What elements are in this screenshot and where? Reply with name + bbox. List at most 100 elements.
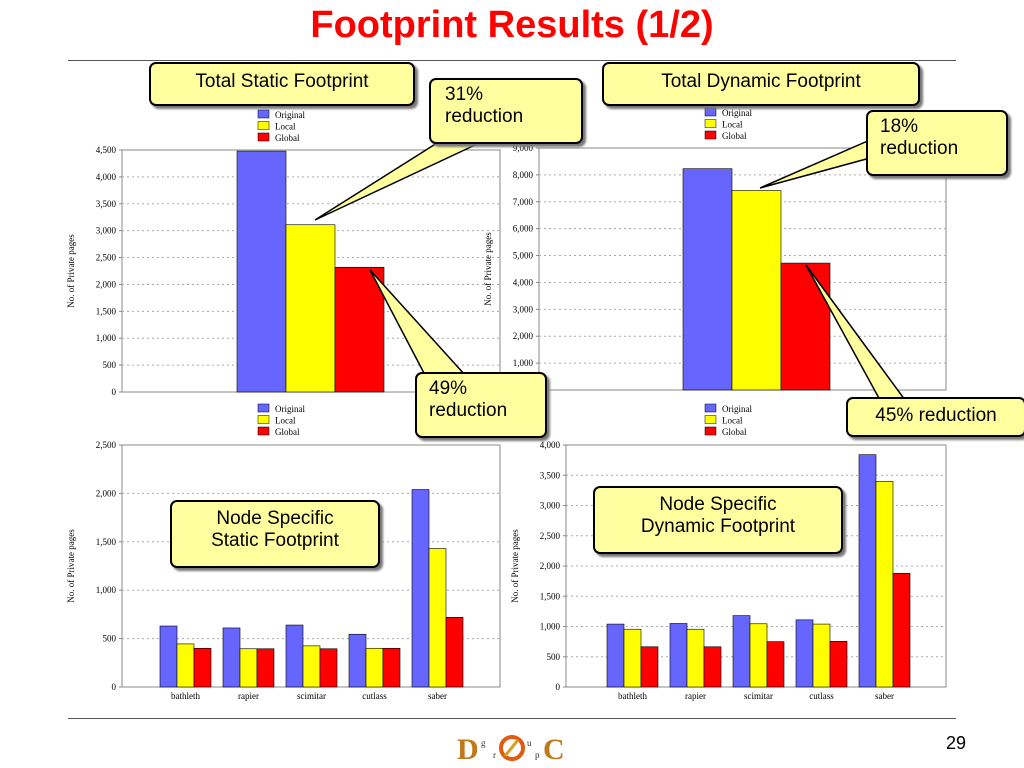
bar-global-bathleth bbox=[193, 647, 212, 688]
bar-original bbox=[682, 168, 733, 391]
bar-original bbox=[236, 150, 287, 393]
y-tick-label: 1,000 bbox=[96, 333, 117, 343]
logo-p: p bbox=[535, 750, 540, 760]
legend-swatch-local bbox=[257, 121, 270, 130]
legend-label-local: Local bbox=[722, 120, 743, 130]
y-tick-label: 2,000 bbox=[96, 488, 117, 498]
bar-local-bathleth bbox=[623, 628, 642, 688]
bar-local-cutlass bbox=[365, 647, 384, 688]
leader-18 bbox=[759, 138, 871, 189]
y-tick-label: 0 bbox=[112, 387, 117, 397]
callout-18-line1: 18% bbox=[880, 116, 919, 137]
bar-local-rapier bbox=[686, 628, 705, 688]
bar-original-cutlass bbox=[795, 619, 814, 688]
logo-r: r bbox=[493, 750, 496, 760]
y-tick-label: 2,000 bbox=[513, 331, 534, 341]
bar-original-bathleth bbox=[606, 623, 625, 688]
top-rule bbox=[68, 60, 956, 61]
callout-49-reduction: 49% reduction bbox=[415, 372, 547, 438]
bar-local-scimitar bbox=[302, 645, 321, 688]
bar-local-cutlass bbox=[812, 623, 831, 688]
page-number: 29 bbox=[945, 733, 966, 753]
legend-label-global: Global bbox=[275, 427, 300, 437]
legend-swatch-local bbox=[257, 415, 270, 424]
callout-dynamic-title-text: Total Dynamic Footprint bbox=[661, 71, 861, 92]
bottom-rule bbox=[68, 718, 956, 719]
bar-global-saber bbox=[445, 617, 464, 688]
logo-u: u bbox=[527, 738, 532, 748]
legend-label-original: Original bbox=[722, 108, 752, 118]
bar-global-bathleth bbox=[640, 646, 659, 688]
y-tick-label: 500 bbox=[103, 634, 117, 644]
callout-dynamic-title: Total Dynamic Footprint bbox=[602, 62, 920, 106]
slide-title: Footprint Results (1/2) bbox=[310, 4, 714, 46]
y-tick-label: 7,000 bbox=[513, 197, 534, 207]
legend-swatch-original bbox=[704, 403, 717, 413]
callout-18-line2: reduction bbox=[880, 138, 959, 159]
legend-swatch-original bbox=[704, 107, 717, 117]
legend-swatch-global bbox=[704, 426, 717, 436]
y-axis-label: No. of Private pages bbox=[510, 529, 520, 603]
callout-node-static-line1: Node Specific bbox=[216, 508, 334, 529]
bar-local bbox=[285, 224, 336, 393]
x-tick-label: bathleth bbox=[171, 691, 200, 701]
callout-49-line2: reduction bbox=[429, 400, 508, 421]
y-tick-label: 2,000 bbox=[96, 279, 117, 289]
y-tick-label: 1,500 bbox=[96, 537, 117, 547]
y-tick-label: 4,500 bbox=[96, 145, 117, 155]
y-axis-label: No. of Private pages bbox=[483, 232, 493, 306]
logo-g: g bbox=[481, 738, 486, 748]
y-tick-label: 1,000 bbox=[96, 585, 117, 595]
x-tick-label: saber bbox=[428, 691, 447, 701]
x-tick-label: saber bbox=[875, 691, 894, 701]
legend-label-local: Local bbox=[275, 122, 296, 132]
bar-global-cutlass bbox=[382, 647, 401, 688]
legend-label-global: Global bbox=[722, 131, 747, 141]
x-tick-label: rapier bbox=[238, 691, 259, 701]
y-tick-label: 2,500 bbox=[96, 440, 117, 450]
bar-original-rapier bbox=[669, 623, 688, 688]
bar-local-bathleth bbox=[176, 643, 195, 688]
legend-label-global: Global bbox=[722, 427, 747, 437]
x-tick-label: bathleth bbox=[618, 691, 647, 701]
y-tick-label: 1,000 bbox=[513, 358, 534, 368]
callout-31-line2: reduction bbox=[445, 106, 524, 127]
callout-leaders bbox=[314, 137, 907, 401]
callout-node-dynamic-line1: Node Specific bbox=[659, 494, 777, 515]
y-axis-label: No. of Private pages bbox=[66, 529, 76, 603]
y-tick-label: 8,000 bbox=[513, 170, 534, 180]
y-tick-label: 5,000 bbox=[513, 251, 534, 261]
bar-original-rapier bbox=[222, 627, 241, 688]
bar-global-rapier bbox=[256, 648, 275, 688]
bar-local-rapier bbox=[239, 648, 258, 688]
legend-label-original: Original bbox=[275, 404, 305, 414]
callout-static-title-text: Total Static Footprint bbox=[195, 71, 369, 92]
callout-45-text: 45% reduction bbox=[875, 405, 997, 426]
callout-node-static-line2: Static Footprint bbox=[211, 530, 339, 551]
bar-local bbox=[731, 190, 782, 391]
logo-o bbox=[499, 735, 525, 761]
callout-31-line1: 31% bbox=[445, 84, 484, 105]
bar-global-scimitar bbox=[766, 641, 785, 688]
legend-swatch-original bbox=[257, 109, 270, 119]
bar-original-saber bbox=[411, 489, 430, 688]
legend-label-original: Original bbox=[275, 110, 305, 120]
callout-node-static: Node Specific Static Footprint bbox=[170, 500, 380, 568]
bar-local-scimitar bbox=[749, 623, 768, 688]
y-axis-label: No. of Private pages bbox=[66, 234, 76, 308]
y-tick-label: 2,500 bbox=[96, 253, 117, 263]
bar-global-rapier bbox=[703, 646, 722, 688]
legend-label-local: Local bbox=[722, 416, 743, 426]
chart-total-dynamic: 01,0002,0003,0004,0005,0006,0007,0008,00… bbox=[483, 107, 947, 395]
legend-swatch-local bbox=[704, 119, 717, 128]
legend-swatch-original bbox=[257, 403, 270, 413]
y-tick-label: 4,000 bbox=[513, 277, 534, 287]
y-tick-label: 3,500 bbox=[540, 470, 561, 480]
x-tick-label: scimitar bbox=[297, 691, 326, 701]
x-tick-label: cutlass bbox=[362, 691, 387, 701]
doc-group-logo: D g r u p C bbox=[457, 733, 565, 764]
bar-global-scimitar bbox=[319, 648, 338, 688]
y-tick-label: 3,500 bbox=[96, 199, 117, 209]
x-tick-label: rapier bbox=[685, 691, 706, 701]
